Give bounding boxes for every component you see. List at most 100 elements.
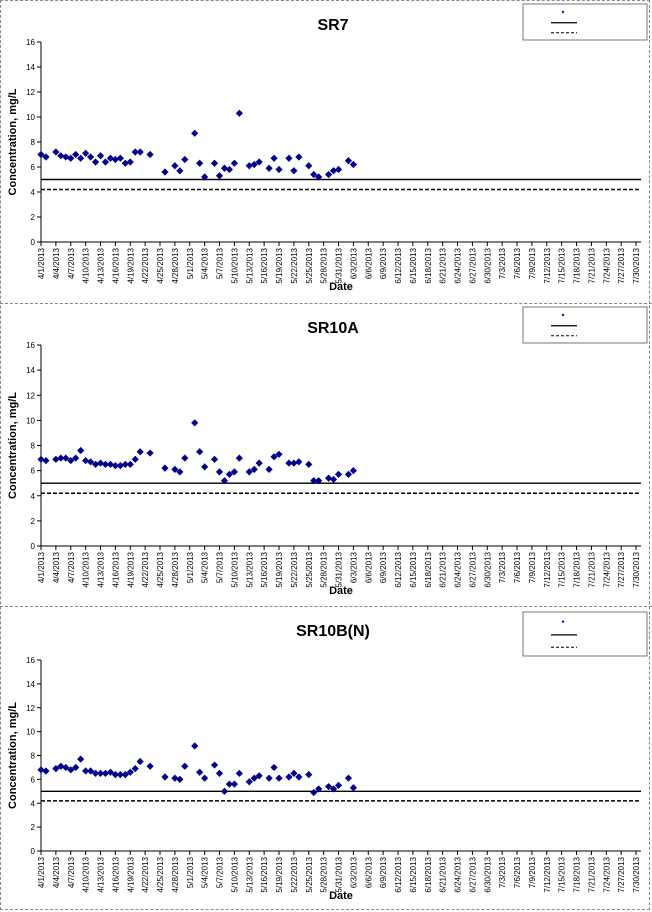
data-point <box>42 456 50 465</box>
data-point <box>176 167 184 175</box>
x-tick-label: 5/1/2013 <box>186 247 195 279</box>
x-tick-label: 5/13/2013 <box>245 856 254 892</box>
data-point <box>310 170 318 179</box>
x-tick-label: 5/19/2013 <box>275 856 284 892</box>
x-tick-label: 5/25/2013 <box>305 551 314 587</box>
data-point <box>196 448 204 456</box>
x-tick-label: 7/30/2013 <box>632 856 641 892</box>
x-tick-label: 6/21/2013 <box>439 247 448 283</box>
x-tick-label: 4/19/2013 <box>126 856 135 892</box>
x-tick-label: 7/6/2013 <box>513 551 522 583</box>
x-tick-label: 6/24/2013 <box>454 247 463 283</box>
x-tick-label: 4/16/2013 <box>111 856 120 892</box>
data-point <box>161 773 169 781</box>
x-tick-label: 6/18/2013 <box>424 551 433 587</box>
y-tick-label: 2 <box>31 517 36 526</box>
x-tick-label: 5/10/2013 <box>230 856 239 892</box>
data-point <box>334 470 343 478</box>
data-point <box>201 774 209 782</box>
data-point <box>210 761 219 769</box>
data-point <box>146 449 154 457</box>
x-axis-label: Date <box>329 585 353 597</box>
x-tick-label: 4/13/2013 <box>97 247 106 283</box>
data-point <box>52 148 60 156</box>
data-point <box>230 159 238 167</box>
x-tick-label: 5/7/2013 <box>216 247 225 279</box>
x-tick-label: 4/13/2013 <box>97 856 106 892</box>
data-point <box>181 155 189 164</box>
x-tick-label: 7/12/2013 <box>543 247 552 283</box>
x-tick-label: 4/1/2013 <box>37 856 46 888</box>
x-tick-label: 4/19/2013 <box>126 247 135 283</box>
data-point <box>315 173 323 181</box>
x-tick-label: 5/19/2013 <box>275 551 284 587</box>
x-tick-label: 4/22/2013 <box>141 247 150 283</box>
x-tick-label: 5/7/2013 <box>216 856 225 888</box>
x-tick-label: 5/16/2013 <box>260 551 269 587</box>
data-point <box>235 109 243 117</box>
data-point <box>72 150 80 159</box>
data-point <box>131 455 139 463</box>
legend <box>522 3 648 41</box>
data-point <box>52 765 60 773</box>
data-point <box>225 165 234 174</box>
data-point <box>201 463 209 471</box>
chart-title: SR10A <box>307 320 359 337</box>
x-tick-label: 7/24/2013 <box>602 247 611 283</box>
data-point <box>196 768 204 776</box>
data-point <box>91 460 100 468</box>
data-point <box>77 446 85 455</box>
data-point <box>176 775 184 783</box>
data-point <box>96 769 105 778</box>
data-point <box>275 450 283 458</box>
x-tick-label: 4/1/2013 <box>37 551 46 583</box>
x-tick-label: 4/16/2013 <box>111 247 120 283</box>
x-tick-label: 5/4/2013 <box>201 856 210 888</box>
x-tick-label: 4/13/2013 <box>97 551 106 587</box>
x-tick-label: 5/31/2013 <box>335 551 344 587</box>
x-tick-label: 5/16/2013 <box>260 247 269 283</box>
data-point <box>161 168 169 176</box>
data-point <box>344 470 353 478</box>
data-point <box>191 742 199 750</box>
data-point <box>101 460 110 468</box>
legend-box <box>522 306 648 344</box>
x-tick-label: 7/18/2013 <box>573 551 582 587</box>
data-point <box>67 456 75 465</box>
x-tick-label: 6/9/2013 <box>379 247 388 279</box>
y-tick-label: 8 <box>31 442 36 451</box>
data-point <box>255 772 263 780</box>
data-point <box>126 768 134 776</box>
data-point <box>305 162 313 170</box>
x-tick-label: 5/25/2013 <box>305 247 314 283</box>
data-point <box>52 455 60 463</box>
x-tick-label: 5/28/2013 <box>320 247 329 283</box>
x-tick-label: 5/4/2013 <box>201 551 210 583</box>
data-point <box>210 455 219 463</box>
y-tick-label: 2 <box>31 823 36 832</box>
x-tick-label: 4/28/2013 <box>171 551 180 587</box>
x-tick-label: 4/7/2013 <box>67 247 76 279</box>
data-point <box>136 757 144 766</box>
x-tick-label: 6/18/2013 <box>424 247 433 283</box>
x-tick-label: 7/9/2013 <box>528 856 537 888</box>
data-point <box>349 467 357 475</box>
data-point <box>225 780 234 788</box>
x-tick-label: 7/12/2013 <box>543 856 552 892</box>
data-point <box>106 460 115 468</box>
data-point <box>42 153 50 161</box>
data-point <box>250 160 258 169</box>
data-point <box>136 148 144 156</box>
data-point <box>329 475 338 484</box>
data-point <box>265 774 273 782</box>
data-point <box>265 465 273 473</box>
data-point <box>62 153 70 161</box>
x-tick-label: 5/28/2013 <box>320 551 329 587</box>
data-point <box>290 459 298 467</box>
data-point <box>305 771 313 779</box>
x-tick-label: 6/21/2013 <box>439 856 448 892</box>
data-point <box>91 158 100 166</box>
data-point <box>255 459 263 467</box>
data-point <box>37 455 45 463</box>
